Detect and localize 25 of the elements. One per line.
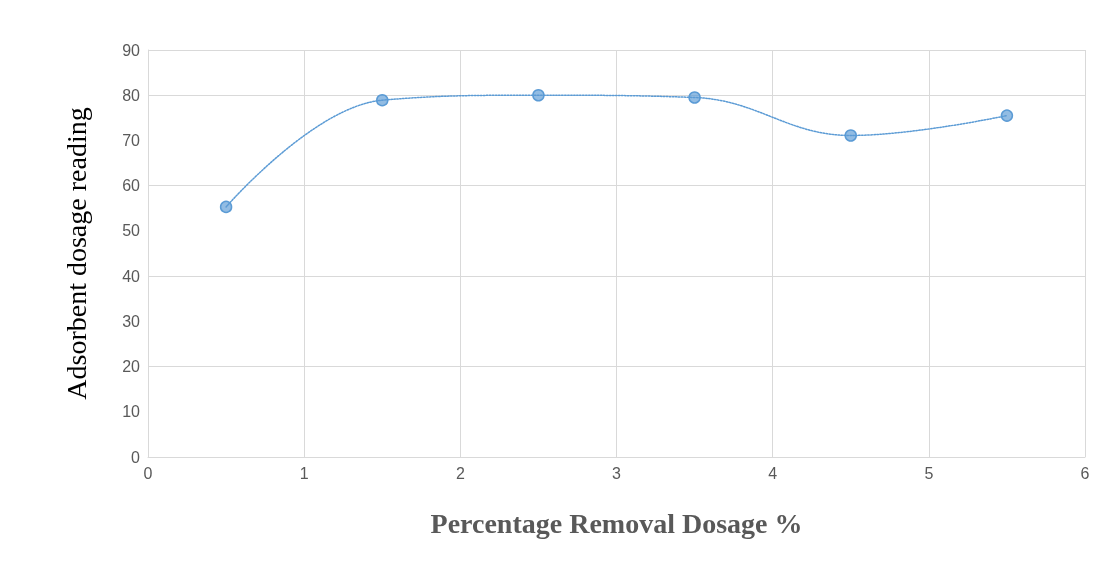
point (844, 129, 857, 142)
point (1000, 109, 1014, 122)
x-tick-label: 1 (299, 464, 309, 482)
y-tick-label: 20 (122, 358, 141, 376)
point (532, 88, 545, 102)
x-tick-label: 2 (455, 464, 465, 482)
y-tick-label: 80 (122, 86, 141, 104)
y-tick-label: 50 (122, 222, 141, 240)
y-tick-label: 40 (122, 267, 141, 285)
y-tick-label: 90 (122, 41, 141, 59)
y-tick-label: 0 (131, 448, 141, 466)
x-axis-title: Percentage Removal Dosage % (430, 507, 803, 539)
x-tick-label: 5 (924, 464, 934, 482)
x-tick-label: 4 (768, 464, 778, 482)
y-tick-label: 60 (122, 177, 141, 195)
x-tick-label: 3 (612, 464, 622, 482)
point (219, 200, 233, 214)
point (688, 91, 701, 104)
y-tick-label: 70 (122, 131, 141, 149)
y-tick-label: 30 (122, 312, 141, 330)
x-tick-label: 0 (143, 464, 153, 482)
y-tick-label: 10 (122, 403, 141, 421)
x-tick-label: 6 (1080, 464, 1090, 482)
y-axis-title: Adsorbent dosage reading (60, 107, 92, 400)
point (376, 93, 389, 107)
